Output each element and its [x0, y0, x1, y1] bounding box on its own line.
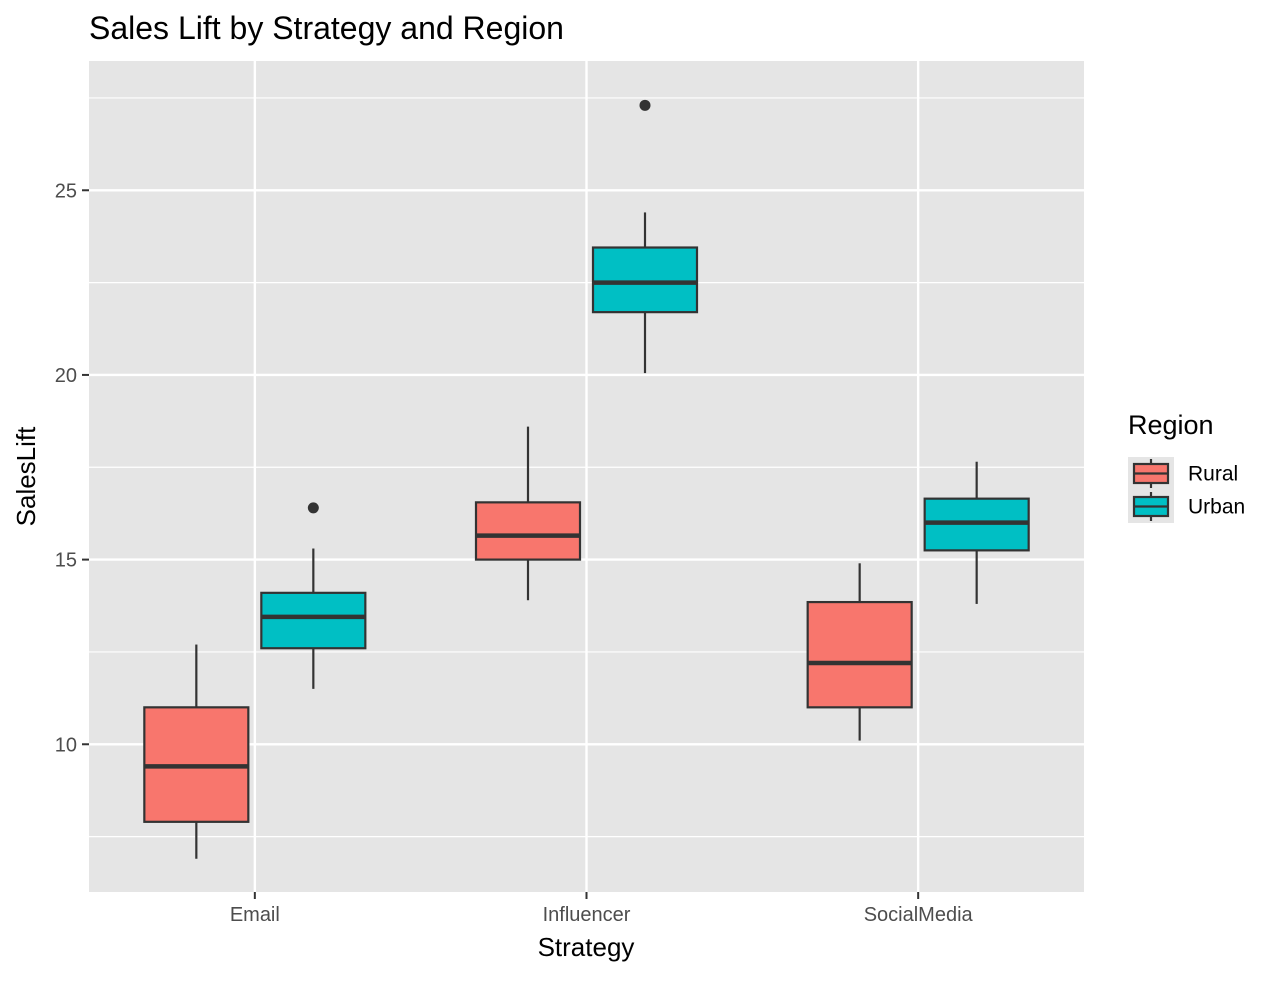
- major-gridlines: [89, 61, 1084, 892]
- box-urban-email: [260, 502, 367, 689]
- y-tick-label: 15: [55, 550, 77, 572]
- legend-item-rural: Rural: [1128, 457, 1238, 490]
- legend: Region Rural Urban: [1128, 410, 1245, 523]
- legend-label-rural: Rural: [1188, 463, 1238, 486]
- y-tick-label: 25: [55, 180, 77, 202]
- box-rural-email: [143, 644, 250, 859]
- x-axis: Email Influencer SocialMedia: [230, 892, 974, 926]
- x-tick-label-influencer: Influencer: [543, 904, 631, 926]
- outlier-point: [307, 502, 319, 514]
- box-rural-influencer: [474, 426, 582, 601]
- x-tick-label-socialmedia: SocialMedia: [864, 904, 974, 926]
- iqr-box: [591, 246, 699, 314]
- y-tick-label: 10: [55, 734, 77, 756]
- y-axis: 10 15 20 25: [55, 180, 89, 756]
- legend-title: Region: [1128, 410, 1214, 440]
- chart-title: Sales Lift by Strategy and Region: [89, 10, 564, 46]
- legend-items: Rural Urban: [1128, 457, 1245, 523]
- x-axis-title: Strategy: [538, 932, 635, 962]
- y-axis-title: SalesLift: [11, 426, 41, 526]
- iqr-box: [260, 591, 367, 650]
- iqr-box: [474, 501, 582, 561]
- iqr-box: [806, 600, 913, 709]
- box-urban-influencer: [591, 99, 699, 374]
- y-tick-label: 20: [55, 365, 77, 387]
- legend-item-urban: Urban: [1128, 490, 1245, 523]
- x-tick-label-email: Email: [230, 904, 280, 926]
- box-rural-socialmedia: [806, 563, 913, 741]
- box-layer: [143, 99, 1030, 859]
- outlier-point: [639, 99, 651, 111]
- box-urban-socialmedia: [923, 461, 1030, 604]
- legend-label-urban: Urban: [1188, 496, 1245, 519]
